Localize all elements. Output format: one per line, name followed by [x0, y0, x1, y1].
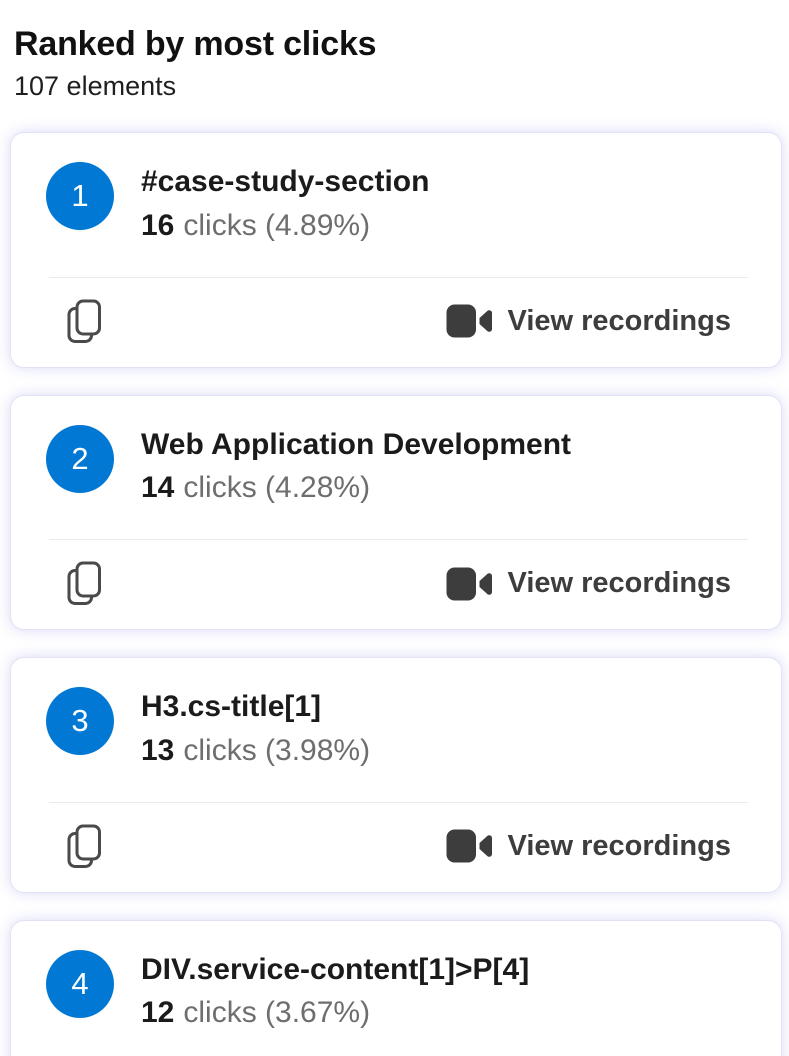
element-info: #case-study-section 16 clicks (4.89%) [141, 162, 429, 244]
card-footer: View recordings [11, 278, 781, 367]
rank-badge: 4 [46, 949, 114, 1018]
click-count: 16 [141, 208, 175, 242]
click-count: 13 [141, 733, 175, 767]
ranked-element-card: 1 #case-study-section 16 clicks (4.89%) [10, 132, 782, 368]
click-count: 14 [141, 471, 175, 505]
rank-badge: 1 [46, 162, 114, 231]
video-camera-icon [446, 304, 492, 338]
view-recordings-button[interactable]: View recordings [446, 303, 732, 339]
card-content: 1 #case-study-section 16 clicks (4.89%) [11, 133, 781, 244]
element-info: DIV.service-content[1]>P[4] 12 clicks (3… [141, 950, 529, 1032]
view-recordings-button[interactable]: View recordings [446, 566, 732, 602]
element-info: Web Application Development 14 clicks (4… [141, 425, 571, 507]
clicks-line: 14 clicks (4.28%) [141, 470, 571, 506]
element-count: 107 elements [14, 71, 177, 102]
element-selector: DIV.service-content[1]>P[4] [141, 952, 530, 986]
page-title: Ranked by most clicks [14, 25, 377, 63]
divider [49, 801, 748, 803]
clicks-line: 13 clicks (3.98%) [141, 733, 370, 769]
copy-icon [67, 824, 101, 868]
copy-selector-button[interactable] [67, 824, 102, 869]
panel-header: Ranked by most clicks 107 elements [0, 0, 789, 102]
ranked-element-card: 2 Web Application Development 14 clicks … [10, 394, 782, 631]
copy-icon [67, 561, 101, 606]
element-selector: H3.cs-title[1] [141, 690, 322, 724]
click-detail: clicks (3.67%) [183, 996, 371, 1030]
view-recordings-label: View recordings [507, 304, 732, 337]
element-info: H3.cs-title[1] 13 clicks (3.98%) [141, 687, 370, 769]
copy-icon [67, 299, 101, 343]
element-selector: #case-study-section [141, 165, 430, 199]
rank-badge: 2 [46, 424, 114, 493]
view-recordings-label: View recordings [507, 567, 732, 600]
card-footer: View recordings [11, 803, 781, 892]
clicks-line: 16 clicks (4.89%) [141, 208, 429, 244]
click-detail: clicks (4.89%) [183, 208, 371, 242]
divider [49, 276, 748, 278]
card-content: 3 H3.cs-title[1] 13 clicks (3.98%) [11, 658, 781, 769]
video-camera-icon [446, 829, 492, 863]
ranked-elements-list: 1 #case-study-section 16 clicks (4.89%) [10, 132, 782, 1056]
view-recordings-label: View recordings [507, 829, 732, 862]
copy-selector-button[interactable] [67, 299, 102, 344]
clicks-line: 12 clicks (3.67%) [141, 995, 529, 1031]
click-detail: clicks (3.98%) [183, 733, 371, 767]
ranked-element-card: 3 H3.cs-title[1] 13 clicks (3.98%) [10, 657, 782, 893]
card-content: 4 DIV.service-content[1]>P[4] 12 clicks … [11, 921, 781, 1032]
ranked-element-card: 4 DIV.service-content[1]>P[4] 12 clicks … [10, 919, 782, 1056]
card-footer: View recordings [11, 540, 781, 629]
click-detail: clicks (4.28%) [183, 471, 371, 505]
element-selector: Web Application Development [141, 427, 572, 461]
video-camera-icon [446, 567, 492, 601]
click-count: 12 [141, 996, 175, 1030]
view-recordings-button[interactable]: View recordings [446, 828, 732, 864]
card-content: 2 Web Application Development 14 clicks … [11, 396, 781, 507]
divider [49, 539, 748, 541]
rank-badge: 3 [46, 687, 114, 756]
copy-selector-button[interactable] [67, 561, 102, 606]
